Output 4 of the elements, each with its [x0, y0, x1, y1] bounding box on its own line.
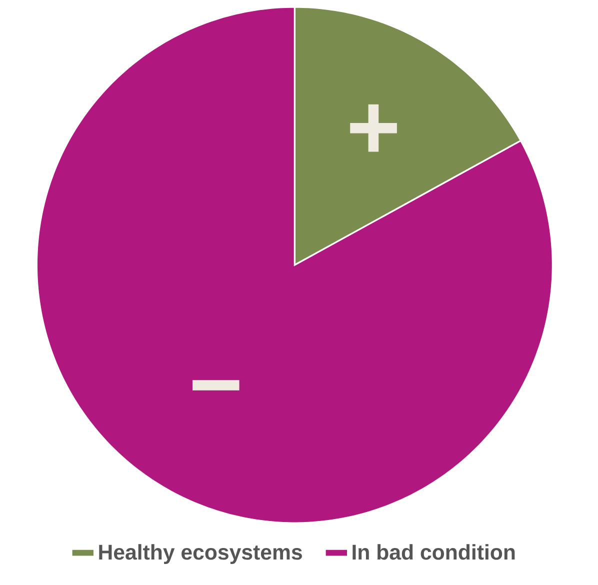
legend-label: In bad condition	[352, 544, 515, 560]
data-label: +	[350, 104, 397, 152]
legend-label: Healthy ecosystems	[99, 544, 302, 564]
data-label: −	[192, 380, 240, 390]
